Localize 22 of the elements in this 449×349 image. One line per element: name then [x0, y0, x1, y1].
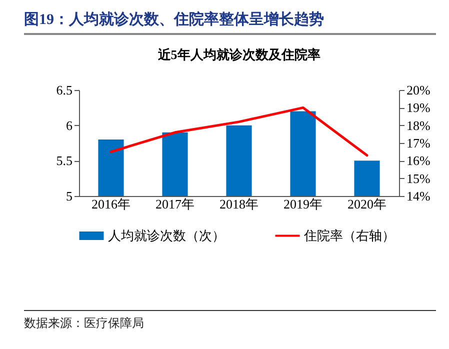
- y2-tick-label: 16%: [406, 153, 430, 168]
- legend-label: 人均就诊次数（次）: [108, 228, 225, 243]
- y-tick-label: 6.5: [56, 82, 72, 98]
- x-tick-label: 2016年: [92, 196, 130, 212]
- y-tick-label: 6: [66, 118, 73, 133]
- x-tick-label: 2020年: [348, 196, 386, 212]
- y2-tick-label: 14%: [406, 188, 430, 204]
- y-tick-label: 5.5: [56, 153, 72, 168]
- chart-subtitle: 近5年人均就诊次数及住院率: [156, 47, 320, 62]
- y-tick-label: 5: [66, 188, 72, 204]
- y2-tick-label: 20%: [406, 82, 430, 98]
- y2-tick-label: 18%: [406, 118, 430, 133]
- y2-tick-label: 19%: [406, 100, 430, 116]
- line-series: [110, 106, 368, 157]
- y2-tick-label: 17%: [406, 136, 430, 150]
- legend-label: 住院率（右轴）: [303, 228, 395, 243]
- x-tick-label: 2017年: [156, 196, 194, 212]
- chart-title: 图19：人均就诊次数、住院率整体呈增长趋势: [24, 10, 436, 35]
- source-note: 数据来源：医疗保障局: [24, 310, 436, 332]
- x-tick-label: 2018年: [220, 196, 258, 212]
- y2-tick-label: 15%: [406, 170, 430, 186]
- x-tick-label: 2019年: [284, 196, 322, 212]
